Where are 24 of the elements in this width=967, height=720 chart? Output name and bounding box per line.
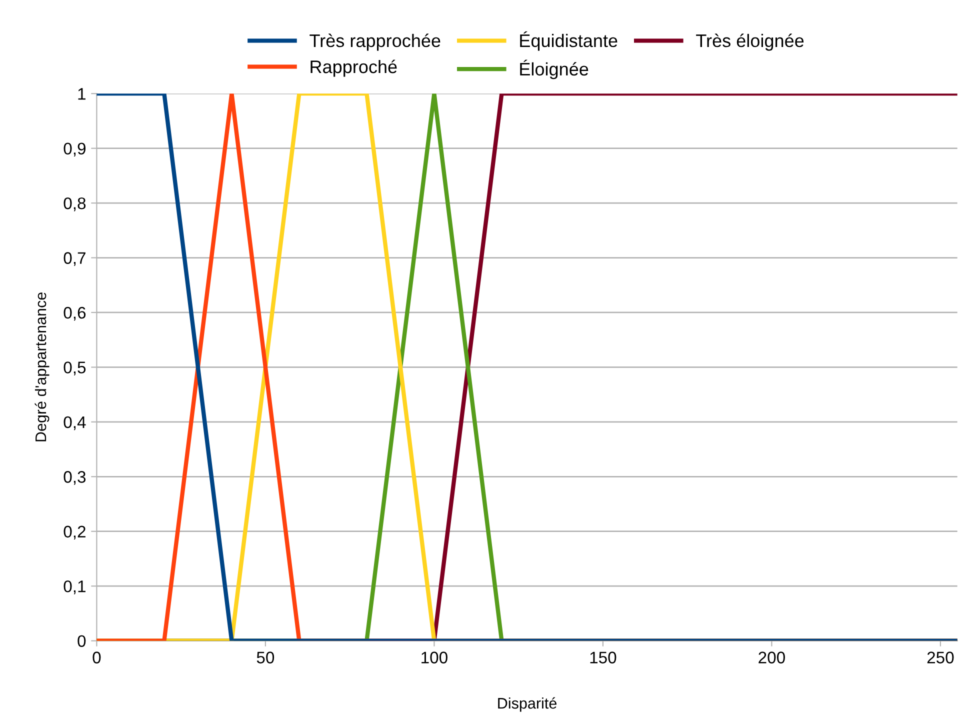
y-tick-label: 0,4 [64, 416, 86, 430]
y-tick-label: 0 [78, 635, 86, 648]
y-tick-label: 0,3 [64, 471, 86, 485]
y-tick-label: 0,6 [64, 306, 86, 321]
legend-label: Éloignée [520, 60, 588, 80]
x-tick-label: 100 [422, 652, 448, 664]
legend-label: Très éloignée [696, 34, 804, 51]
y-tick-label: 0,8 [64, 197, 86, 212]
x-tick-label: 150 [590, 652, 616, 664]
legend-label: Rapproché [310, 60, 397, 77]
y-tick-label: 0,9 [64, 142, 86, 156]
y-tick-label: 1 [78, 88, 86, 100]
y-tick-label: 0,2 [64, 526, 86, 540]
y-axis-title: Degré d'appartenance [34, 292, 50, 442]
x-tick-label: 250 [927, 652, 954, 664]
legend-label: Équidistante [520, 31, 618, 51]
legend-label: Très rapprochée [310, 34, 440, 51]
x-tick-label: 50 [256, 652, 274, 664]
x-tick-label: 0 [92, 652, 101, 664]
y-tick-label: 0,1 [64, 580, 86, 594]
x-axis-title: Disparité [498, 697, 556, 712]
y-tick-label: 0,5 [64, 362, 86, 376]
y-tick-label: 0,7 [64, 252, 86, 266]
x-tick-label: 200 [758, 652, 785, 664]
